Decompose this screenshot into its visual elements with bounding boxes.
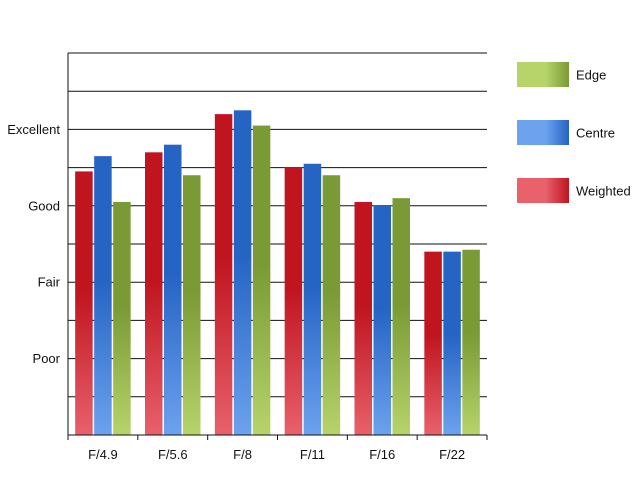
legend-label-centre: Centre <box>576 126 615 141</box>
x-tick-label: F/11 <box>300 447 325 462</box>
x-tick-label: F/8 <box>233 447 252 462</box>
axes <box>67 53 488 440</box>
legend: Edge Centre Weighted <box>517 62 631 203</box>
y-tick-label: Excellent <box>7 122 60 137</box>
legend-swatch-edge <box>517 62 569 87</box>
bar-edge-f-5-6 <box>183 175 201 436</box>
y-tick-label: Fair <box>38 275 61 290</box>
bar-centre-f-4-9 <box>94 156 112 435</box>
bar-weighted-f-11 <box>284 167 303 435</box>
bar-centre-f-5-6 <box>164 144 182 435</box>
x-tick-label: F/5.6 <box>158 447 188 462</box>
bar-weighted-f-16 <box>354 201 372 435</box>
x-tick-label: F/16 <box>369 447 395 462</box>
bar-edge-f-22 <box>462 249 480 435</box>
bar-weighted-f-4-9 <box>75 171 93 436</box>
x-tick-label: F/22 <box>439 447 465 462</box>
legend-label-weighted: Weighted <box>576 184 631 199</box>
bar-edge-f-4-9 <box>113 201 131 435</box>
bar-centre-f-16 <box>373 205 391 435</box>
bar-edge-f-8 <box>252 125 271 435</box>
bar-weighted-f-22 <box>424 251 442 435</box>
bar-weighted-f-8 <box>214 114 233 436</box>
bars <box>75 110 480 436</box>
bar-edge-f-11 <box>322 175 341 436</box>
y-tick-labels: Poor Fair Good Excellent <box>7 122 60 366</box>
bar-edge-f-16 <box>392 198 410 435</box>
x-tick-labels: F/4.9 F/5.6 F/8 F/11 F/16 F/22 <box>88 447 465 462</box>
legend-label-edge: Edge <box>576 68 606 83</box>
legend-swatch-weighted <box>517 178 569 203</box>
bar-weighted-f-5-6 <box>145 152 163 435</box>
y-tick-label: Good <box>28 198 60 213</box>
y-tick-label: Poor <box>33 351 61 366</box>
legend-swatch-centre <box>517 120 569 145</box>
bar-centre-f-8 <box>233 110 252 436</box>
bar-centre-f-22 <box>443 251 461 435</box>
bar-centre-f-11 <box>303 163 322 435</box>
x-tick-label: F/4.9 <box>88 447 118 462</box>
gridlines <box>68 52 487 398</box>
